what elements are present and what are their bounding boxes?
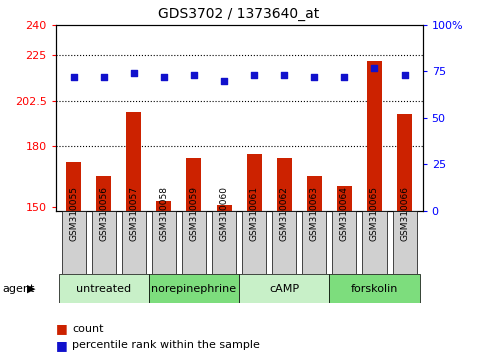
Text: cAMP: cAMP xyxy=(269,284,299,293)
Title: GDS3702 / 1373640_at: GDS3702 / 1373640_at xyxy=(158,7,320,21)
Bar xyxy=(66,162,81,354)
Bar xyxy=(156,200,171,354)
Text: GSM310061: GSM310061 xyxy=(250,186,258,241)
FancyBboxPatch shape xyxy=(58,274,149,303)
Text: ■: ■ xyxy=(56,322,67,335)
FancyBboxPatch shape xyxy=(302,211,327,274)
Text: GSM310058: GSM310058 xyxy=(159,186,169,241)
Bar xyxy=(367,61,382,354)
Text: GSM310056: GSM310056 xyxy=(99,186,108,241)
FancyBboxPatch shape xyxy=(92,211,116,274)
Bar xyxy=(247,154,262,354)
Point xyxy=(70,74,77,80)
Text: GSM310066: GSM310066 xyxy=(400,186,409,241)
Point xyxy=(100,74,108,80)
Text: untreated: untreated xyxy=(76,284,131,293)
Text: ■: ■ xyxy=(56,339,67,352)
Text: ▶: ▶ xyxy=(27,284,35,293)
Bar xyxy=(337,187,352,354)
Text: GSM310055: GSM310055 xyxy=(69,186,78,241)
FancyBboxPatch shape xyxy=(61,211,85,274)
Bar xyxy=(397,114,412,354)
FancyBboxPatch shape xyxy=(272,211,296,274)
Text: GSM310062: GSM310062 xyxy=(280,186,289,241)
Bar xyxy=(126,112,142,354)
Point xyxy=(280,72,288,78)
Point xyxy=(220,78,228,83)
Text: GSM310064: GSM310064 xyxy=(340,186,349,241)
Text: GSM310063: GSM310063 xyxy=(310,186,319,241)
Text: percentile rank within the sample: percentile rank within the sample xyxy=(72,340,260,350)
Text: agent: agent xyxy=(2,284,35,293)
Bar xyxy=(96,176,111,354)
FancyBboxPatch shape xyxy=(182,211,206,274)
Text: count: count xyxy=(72,324,104,333)
FancyBboxPatch shape xyxy=(393,211,417,274)
FancyBboxPatch shape xyxy=(332,211,356,274)
Point xyxy=(311,74,318,80)
Point xyxy=(370,65,378,70)
Text: norepinephrine: norepinephrine xyxy=(151,284,237,293)
Point xyxy=(250,72,258,78)
Text: GSM310057: GSM310057 xyxy=(129,186,138,241)
Point xyxy=(190,72,198,78)
FancyBboxPatch shape xyxy=(239,274,329,303)
Bar xyxy=(307,176,322,354)
FancyBboxPatch shape xyxy=(242,211,266,274)
FancyBboxPatch shape xyxy=(212,211,236,274)
FancyBboxPatch shape xyxy=(149,274,239,303)
Point xyxy=(401,72,409,78)
Text: GSM310065: GSM310065 xyxy=(370,186,379,241)
FancyBboxPatch shape xyxy=(152,211,176,274)
Text: GSM310059: GSM310059 xyxy=(189,186,199,241)
FancyBboxPatch shape xyxy=(329,274,420,303)
Bar xyxy=(216,205,231,354)
Text: GSM310060: GSM310060 xyxy=(220,186,228,241)
FancyBboxPatch shape xyxy=(362,211,386,274)
Bar xyxy=(277,158,292,354)
Bar xyxy=(186,158,201,354)
FancyBboxPatch shape xyxy=(122,211,146,274)
Point xyxy=(341,74,348,80)
Point xyxy=(130,70,138,76)
Point xyxy=(160,74,168,80)
Text: forskolin: forskolin xyxy=(351,284,398,293)
